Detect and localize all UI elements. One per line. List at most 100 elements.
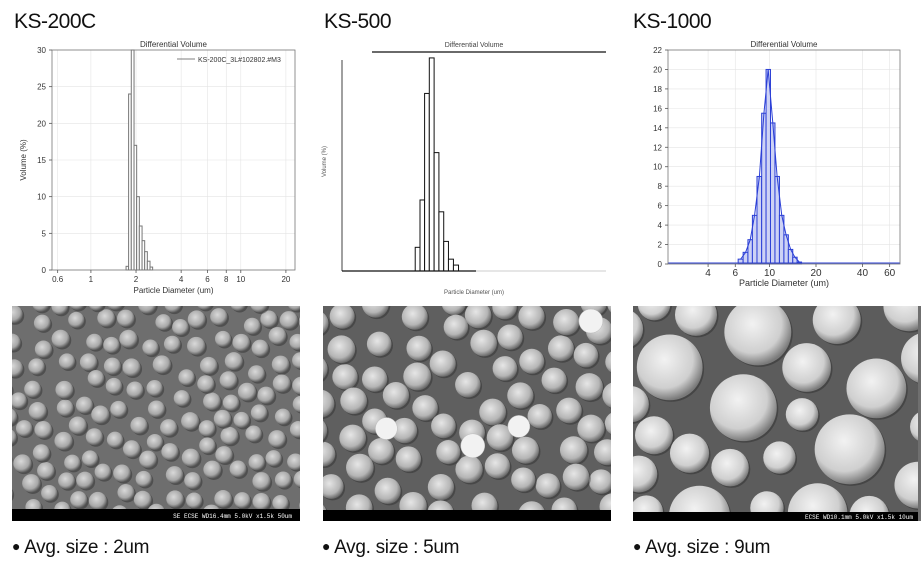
particle [492,306,517,320]
particle [233,411,250,428]
particle [181,412,200,431]
particle [130,416,148,434]
particle [34,420,53,439]
particle [323,390,335,418]
particle [88,491,107,510]
y-tick-label: 10 [653,163,662,172]
x-tick-label: 8 [224,275,229,284]
particle [68,311,85,328]
y-tick-label: 20 [653,65,662,74]
y-tick-label: 30 [37,46,46,55]
particle [24,380,41,398]
particle [135,470,152,488]
particle [250,306,268,313]
particle [198,420,216,437]
bar [433,152,440,272]
y-tick-label: 2 [658,241,663,250]
particle [166,490,184,508]
bar [419,199,426,272]
y-tick-label: 25 [37,83,46,92]
particle [535,473,561,498]
particle [12,306,23,324]
y-tick-label: 0 [42,266,47,275]
particle [883,306,918,332]
particle [427,473,455,501]
x-tick-label: 0.6 [52,275,64,284]
sem-info-label: SE ECSE WD16.4mm 5.0kV x1.5k 50um [173,513,292,520]
particle [406,335,432,361]
particle [395,446,422,472]
particle [186,492,203,509]
particle [362,306,389,318]
particle [94,463,112,481]
particle [55,380,74,399]
particle [187,310,206,329]
particle [346,453,374,482]
particle [298,317,300,327]
x-tick-label: 20 [810,268,822,279]
particle [272,494,289,512]
particle [152,355,171,374]
particle [173,390,190,407]
particle [224,352,243,371]
particle [88,306,104,311]
particle [245,425,262,442]
particle [362,366,388,392]
particle [486,424,514,451]
y-tick-label: 6 [658,202,663,211]
particle [12,333,21,352]
particle [133,490,152,509]
particle [85,428,103,446]
y-tick-label: 5 [42,229,47,238]
particle [199,356,218,375]
particle [222,394,240,411]
bullet-icon: ● [12,538,21,554]
particle [272,374,291,393]
particle [327,335,356,364]
particle [51,306,69,315]
particle-bright [578,308,604,334]
particle [54,431,73,451]
particle [184,472,202,489]
particle [106,431,124,448]
y-tick-label: 22 [653,46,662,55]
particle [234,492,251,509]
particle [271,355,290,374]
particle [146,379,163,397]
particle [288,306,300,312]
particle [604,412,611,435]
particle [187,336,206,356]
particle [243,317,261,335]
x-tick-label: 60 [884,268,896,279]
x-tick-label: 4 [705,268,711,279]
particle [161,443,179,461]
y-tick-label: 10 [37,193,46,202]
particle [123,440,141,458]
bar [452,264,460,272]
particle [148,400,165,418]
particle [12,392,27,409]
particle [155,314,172,331]
particle [812,306,861,344]
particle [279,311,298,330]
particle [323,474,344,499]
particle [13,454,32,473]
particle-bright [507,415,531,438]
particle [220,426,239,445]
particle [86,333,103,351]
particle [274,471,292,489]
particle [894,461,918,509]
particle [82,450,99,467]
sem-image-ks-200c-svg: SE ECSE WD16.4mm 5.0kV x1.5k 50um [12,306,300,521]
legend-label: KS-200C_3L#102802.#M3 [198,57,281,64]
particle [163,335,181,353]
chart-title: Differential Volume [140,40,208,49]
x-axis-label: Particle Diameter (um) [739,278,829,288]
particle [122,358,141,377]
x-tick-label: 40 [857,268,869,279]
particle [75,396,93,414]
bar [438,211,445,272]
particle [107,306,123,310]
particle [484,453,510,479]
particle [323,312,329,334]
